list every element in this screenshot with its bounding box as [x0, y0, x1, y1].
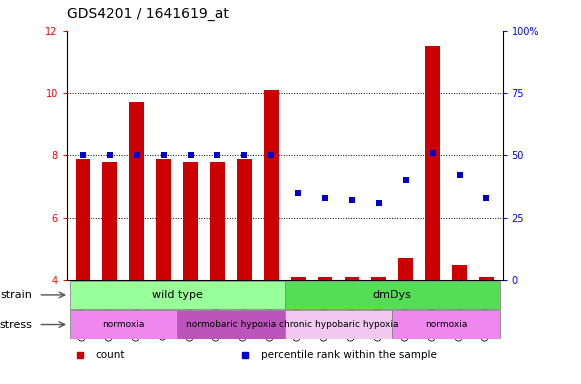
Bar [285, 281, 500, 309]
Text: wild type: wild type [152, 290, 203, 300]
Bar [177, 310, 285, 339]
Bar [183, 162, 198, 280]
Text: percentile rank within the sample: percentile rank within the sample [261, 350, 436, 360]
Point [105, 152, 114, 159]
Bar [130, 103, 144, 280]
Point [347, 197, 357, 204]
Text: chronic hypobaric hypoxia: chronic hypobaric hypoxia [279, 320, 398, 329]
Point [267, 152, 276, 159]
Bar [371, 277, 386, 280]
Bar [70, 310, 177, 339]
Bar [345, 277, 359, 280]
Bar [210, 162, 225, 280]
Text: normobaric hypoxia: normobaric hypoxia [186, 320, 276, 329]
Text: stress: stress [0, 319, 32, 329]
Bar [425, 46, 440, 280]
Bar [264, 90, 279, 280]
Point [374, 200, 383, 206]
Point [482, 195, 491, 201]
Bar [479, 277, 494, 280]
Bar [156, 159, 171, 280]
Text: normoxia: normoxia [102, 320, 145, 329]
Point [213, 152, 222, 159]
Bar [399, 258, 413, 280]
Bar [318, 277, 332, 280]
Bar [290, 277, 306, 280]
Point [428, 150, 437, 156]
Point [455, 172, 464, 179]
Bar [285, 310, 392, 339]
Point [240, 152, 249, 159]
Point [78, 152, 88, 159]
Point [320, 195, 329, 201]
Text: count: count [95, 350, 125, 360]
Point [159, 152, 168, 159]
Bar [392, 310, 500, 339]
Bar [70, 281, 285, 309]
Point [401, 177, 410, 184]
Bar [237, 159, 252, 280]
Text: normoxia: normoxia [425, 320, 467, 329]
Text: GDS4201 / 1641619_at: GDS4201 / 1641619_at [67, 7, 229, 21]
Bar [102, 162, 117, 280]
Text: dmDys: dmDys [373, 290, 412, 300]
Bar [452, 265, 467, 280]
Point [293, 190, 303, 196]
Point [132, 152, 141, 159]
Bar [76, 159, 91, 280]
Point [186, 152, 195, 159]
Text: strain: strain [0, 290, 32, 300]
